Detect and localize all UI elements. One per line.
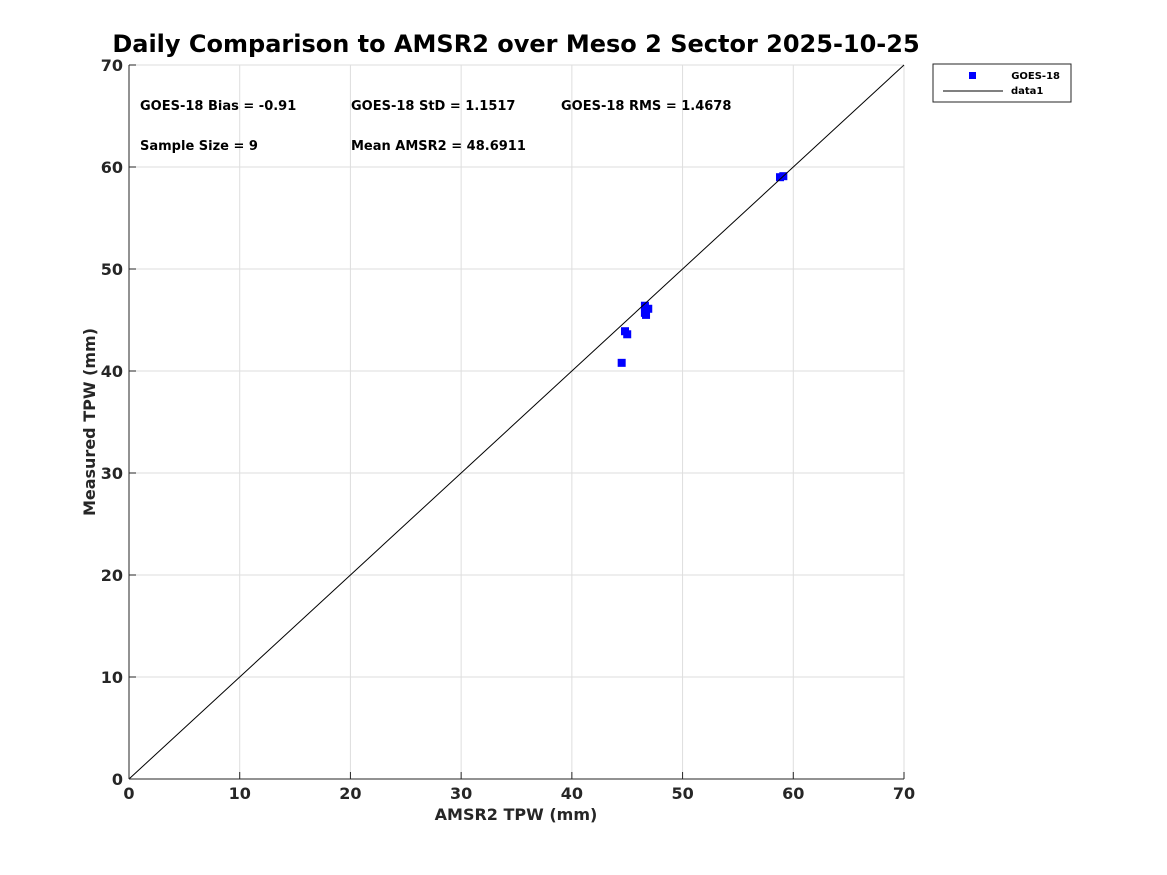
x-tick-label: 40: [561, 784, 583, 803]
x-tick-label: 60: [782, 784, 804, 803]
legend: GOES-18 data1: [932, 63, 1072, 103]
annotation-bias: GOES-18 Bias = -0.91: [140, 99, 296, 114]
data-point: [640, 308, 649, 317]
x-tick-label: 20: [339, 784, 361, 803]
chart-title: Daily Comparison to AMSR2 over Meso 2 Se…: [112, 30, 919, 58]
annotation-mean: Mean AMSR2 = 48.6911: [351, 139, 526, 154]
legend-marker-goes18: [969, 72, 976, 79]
legend-box: [932, 63, 1072, 103]
x-tick-label: 70: [893, 784, 915, 803]
data-point: [644, 304, 653, 313]
x-tick-label: 50: [671, 784, 693, 803]
data-point: [623, 330, 632, 339]
y-tick-label: 10: [101, 668, 123, 687]
annotation-sample-size: Sample Size = 9: [140, 139, 258, 154]
one-to-one-line: [128, 64, 905, 780]
grid: [128, 64, 905, 780]
y-tick-label: 50: [101, 260, 123, 279]
annotation-std: GOES-18 StD = 1.1517: [351, 99, 515, 114]
annotation-rms: GOES-18 RMS = 1.4678: [561, 99, 731, 114]
ticks: 0 10 20 30 40 50 60 70 0 10 20 30 40 50 60 70: [101, 56, 915, 803]
legend-label-goes18: GOES-18: [1011, 71, 1060, 82]
y-tick-label: 20: [101, 566, 123, 585]
y-tick-label: 0: [112, 770, 123, 789]
y-axis-label: Measured TPW (mm): [80, 328, 99, 516]
x-axis-label: AMSR2 TPW (mm): [435, 805, 598, 824]
x-tick-label: 30: [450, 784, 472, 803]
x-tick-label: 0: [123, 784, 134, 803]
y-tick-label: 70: [101, 56, 123, 75]
y-tick-label: 30: [101, 464, 123, 483]
x-tick-label: 10: [229, 784, 251, 803]
data-point: [617, 358, 626, 367]
series-layer: [128, 64, 905, 780]
legend-label-data1: data1: [1011, 86, 1043, 97]
y-tick-label: 60: [101, 158, 123, 177]
y-tick-label: 40: [101, 362, 123, 381]
data-point: [776, 173, 784, 182]
